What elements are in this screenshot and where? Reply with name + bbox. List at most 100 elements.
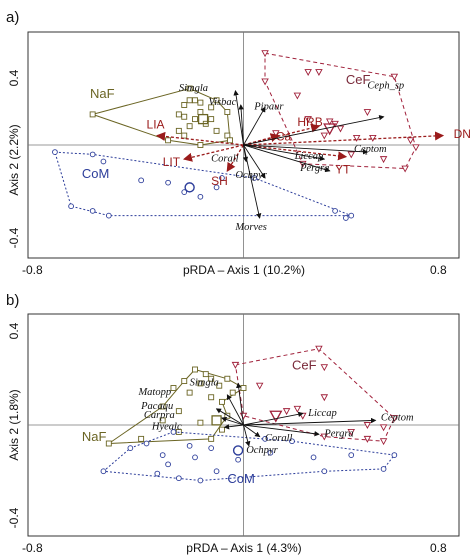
panel-a-species-label-corall: Corall xyxy=(211,153,239,164)
panel-a-xlabel: pRDA – Axis 1 (10.2%) xyxy=(183,263,305,277)
panel-b-species-vector-simgla xyxy=(236,382,244,426)
panel-a-com-label: CoM xyxy=(82,166,109,181)
panel-a-species-label-visbac: Visbac xyxy=(208,97,236,108)
panel-b-cef-point xyxy=(320,433,329,441)
panel-b-naf-point xyxy=(175,408,182,415)
panel-a-com-point xyxy=(105,212,112,219)
panel-b-com-point xyxy=(310,454,317,461)
panel-a-naf-point xyxy=(89,111,96,118)
panel-a-com-point xyxy=(251,175,258,181)
panel-b-com-point xyxy=(100,468,107,475)
panel-a-species-vector-pergra xyxy=(243,144,331,173)
panel-a-com-point xyxy=(213,184,220,191)
panel-a-env-label-lia: LIA xyxy=(147,118,165,132)
panel-a-cef-point xyxy=(352,134,361,142)
panel-b-com-point xyxy=(165,461,171,468)
panel-b-cef-point xyxy=(293,405,302,413)
panel-b-species-vector-pergra xyxy=(243,424,320,437)
panel-a-ylabel: Axis 2 (2.2%) xyxy=(7,124,21,195)
panel-b-species-vector-carpra xyxy=(221,416,244,426)
panel-b-cef-point xyxy=(320,364,329,372)
panel-a-env-label-lit: LIT xyxy=(163,155,181,169)
panel-a-cef-point xyxy=(390,73,399,81)
panel-b-cef-point xyxy=(315,345,323,353)
panel-b-species-label-carpra: Carpra xyxy=(144,410,175,421)
panel-a-env-vector-lia xyxy=(156,131,244,146)
panel-b-species-label-matopp: Matopp xyxy=(137,387,171,398)
panel-b-naf-point xyxy=(159,403,166,410)
panel-a-naf-hull xyxy=(92,87,231,146)
panel-a-com-point xyxy=(165,179,171,186)
panel-a-env-label-sh: SH xyxy=(211,174,228,188)
panel-a-cef-point xyxy=(412,144,420,152)
panel-a-species-label-pergra: Pergra xyxy=(299,163,329,174)
panel-b-naf-point xyxy=(159,417,166,424)
panel-a-com-point xyxy=(181,189,188,195)
panel-b-ylabel: Axis 2 (1.8%) xyxy=(7,389,21,460)
panel-a-cef-point xyxy=(261,50,269,58)
panel-a-cef-point xyxy=(379,156,388,164)
panel-b-naf-point xyxy=(218,398,225,405)
panel-a-naf-point xyxy=(213,127,220,134)
panel-a-naf-point xyxy=(175,111,182,118)
panel-a-cef-centroid xyxy=(323,123,337,136)
panel-b-com-point xyxy=(262,436,268,442)
panel-b-species-label-corall: Corall xyxy=(265,433,293,444)
panel-a-species-vector-ochpyr xyxy=(243,144,266,179)
panel-b-cef-point xyxy=(363,422,372,429)
panel-b-species-label-pacaqu: Pacaqu xyxy=(140,401,173,412)
panel-a-naf-point xyxy=(227,137,233,144)
panel-a-cef-point xyxy=(406,137,415,145)
panel-a-cef-point xyxy=(325,118,334,126)
panel-b-species-vector-ceptom xyxy=(243,417,377,426)
panel-b-com-point xyxy=(127,445,134,451)
panel-b-xtick-max: 0.8 xyxy=(430,541,447,555)
panel-a-com-point xyxy=(219,175,225,181)
panel-b-com-point xyxy=(208,445,215,451)
panel-a-species-label-simgla: Simgla xyxy=(179,83,208,94)
panel-b-species-vector-liccap xyxy=(243,411,304,426)
panel-b-com-point xyxy=(289,438,295,445)
panel-a-naf-label: NaF xyxy=(90,86,115,101)
panel-b-com-point xyxy=(159,452,166,458)
panel-b-naf-point xyxy=(208,394,215,401)
panel-b-naf-point xyxy=(105,440,112,447)
panel-a-env-label-yt: YT xyxy=(335,162,351,176)
panel-b-naf-point xyxy=(229,389,236,396)
panel-a-species-label-liccap: Liccap xyxy=(294,151,324,162)
panel-a-env-label-dn: DN xyxy=(454,127,471,141)
panel-a-env-vector-sh xyxy=(226,144,245,172)
panel-b-com-point xyxy=(170,429,177,435)
panel-a-cef-point xyxy=(261,78,269,86)
panel-a-species-label-morves: Morves xyxy=(234,222,267,233)
panel-b-species-label-pergra: Pergra xyxy=(323,429,353,440)
panel-a-species-vector-morves xyxy=(243,144,262,219)
panel-b-cef-point xyxy=(255,382,264,390)
panel-b-com-point xyxy=(213,468,220,475)
panel-a-cef-label: CeF xyxy=(346,72,371,87)
panel-b-com-point xyxy=(176,475,182,482)
panel-a-naf-point xyxy=(197,142,204,148)
panel-b-naf-point xyxy=(186,389,193,396)
panel-b-naf-point xyxy=(202,371,209,378)
panel-b-naf-point xyxy=(197,380,204,387)
panel-b-naf-point xyxy=(216,382,223,389)
panel-a-env-vector-yt xyxy=(243,144,348,161)
panel-b-com-hull xyxy=(102,431,396,482)
panel-b-com-point xyxy=(380,466,387,472)
panel-a-naf-point xyxy=(224,109,231,115)
panel-b-cef-point xyxy=(320,394,329,402)
panel-b-naf-point xyxy=(192,366,198,373)
panel-a-species-label-ceph_sp: Ceph_sp xyxy=(367,81,404,92)
panel-a-com-point xyxy=(100,158,107,165)
panel-b-species-vector-matopp xyxy=(226,394,244,426)
panel-b-cef-point xyxy=(379,424,388,432)
panel-b-species-vector-corall xyxy=(243,424,261,438)
panel-b-cef-point xyxy=(363,435,372,443)
panel-a-env-vector-dn xyxy=(243,131,445,146)
panel-a-species-vector-visbac xyxy=(238,104,244,146)
panel-b-com-point xyxy=(186,442,193,449)
panel-a-species-vector-ceptom xyxy=(243,144,369,155)
panel-a-naf-point xyxy=(186,123,193,130)
panel-b-com-point xyxy=(321,468,328,475)
